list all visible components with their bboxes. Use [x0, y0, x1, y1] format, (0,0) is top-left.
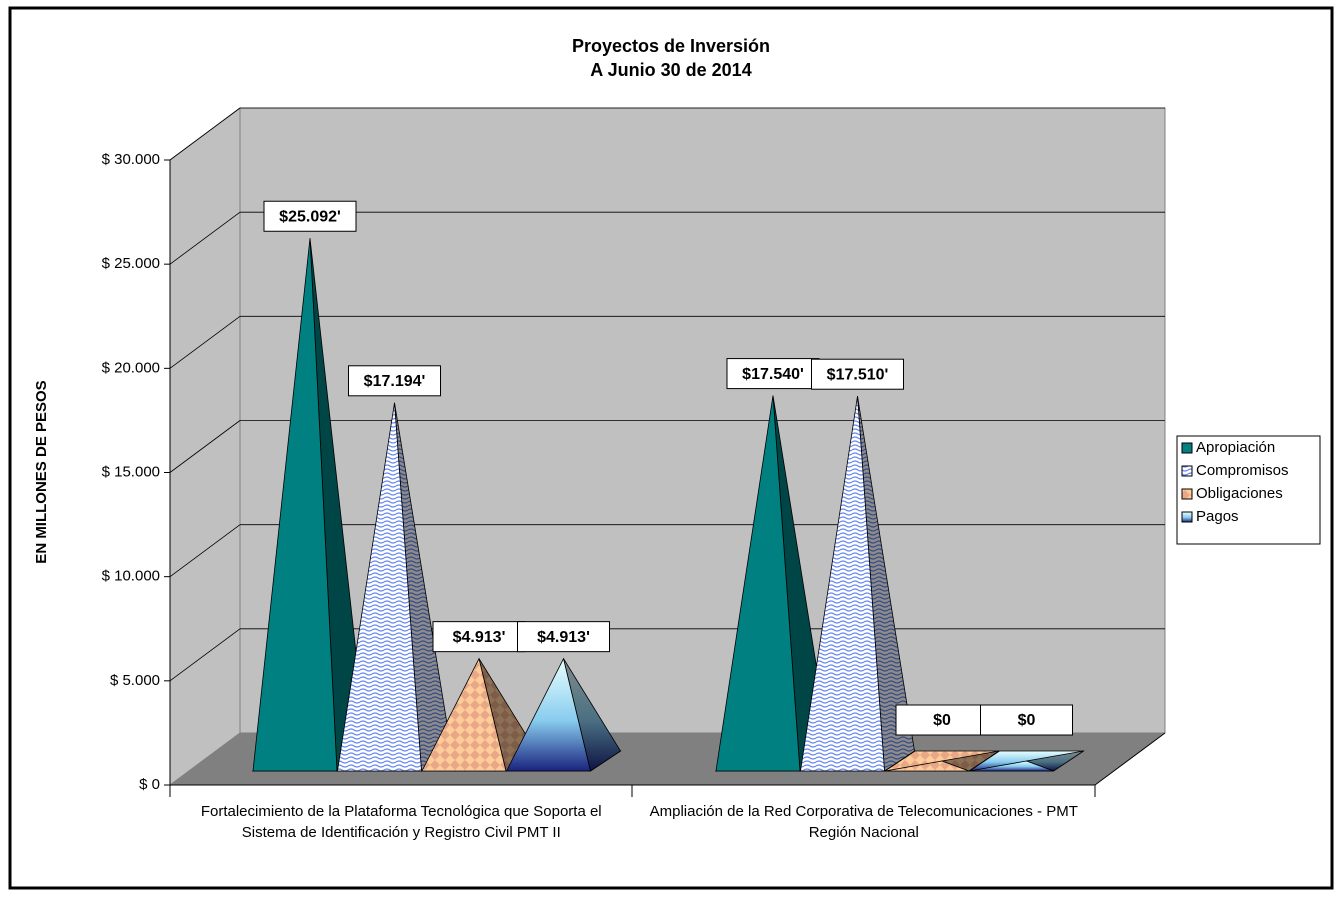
y-tick-label: $ 10.000	[102, 568, 160, 585]
data-label: $25.092'	[279, 208, 341, 225]
pyramid	[420, 657, 538, 772]
pyramid-side-shade	[857, 396, 915, 771]
legend-label: Obligaciones	[1196, 485, 1283, 502]
pyramid-side-shade	[310, 238, 367, 771]
data-label: $4.913'	[453, 629, 506, 646]
y-tick-label: $ 20.000	[102, 359, 160, 376]
data-label-box	[726, 358, 820, 390]
y-tick-label: $ 5.000	[110, 672, 160, 689]
grid-line	[169, 420, 241, 473]
data-label: $0	[1018, 712, 1036, 729]
y-axis-label: EN MILLONES DE PESOS	[33, 380, 50, 563]
pyramid	[505, 657, 622, 772]
x-tick-label: Fortalecimiento de la Plataforma Tecnoló…	[201, 803, 602, 841]
y-tick-label: $ 15.000	[102, 463, 160, 480]
data-label-box	[348, 365, 441, 397]
y-tick-label: $ 25.000	[102, 255, 160, 272]
data-label: $0	[933, 712, 951, 729]
x-tick-label: Ampliación de la Red Corporativa de Tele…	[650, 803, 1078, 841]
legend-label: Compromisos	[1196, 462, 1289, 479]
pyramid-front	[505, 657, 592, 772]
pyramid-front	[715, 395, 801, 772]
pyramid-front	[884, 760, 970, 772]
legend-swatch	[1181, 465, 1193, 477]
pyramid	[883, 750, 1001, 772]
pyramid	[336, 402, 453, 772]
y-tick-label: $ 30.000	[102, 151, 160, 168]
pyramid-front	[969, 760, 1054, 772]
data-label: $17.510'	[827, 366, 889, 383]
data-label: $17.194'	[364, 373, 426, 390]
grid-line	[169, 211, 241, 265]
pyramid-side-shade	[563, 658, 621, 771]
legend-swatch	[1181, 442, 1193, 454]
pyramid-front	[421, 657, 507, 772]
data-label-box	[432, 621, 526, 653]
pyramid	[968, 750, 1085, 772]
pyramid-front	[800, 396, 885, 772]
data-label-box	[517, 621, 610, 653]
chart-title: Proyectos de Inversión	[572, 36, 770, 56]
legend-label: Pagos	[1196, 508, 1239, 525]
pyramid	[251, 238, 369, 772]
data-label-box	[811, 358, 904, 390]
legend-label: Apropiación	[1196, 439, 1275, 456]
data-label-box	[263, 200, 357, 232]
grid-line	[169, 107, 241, 161]
legend	[1176, 435, 1321, 545]
pyramid-front	[337, 402, 422, 772]
data-label: $17.540'	[742, 366, 804, 383]
pyramid-side-shade	[394, 402, 452, 771]
y-tick-label: $ 0	[139, 776, 160, 793]
legend-swatch	[1181, 488, 1193, 500]
data-label: $4.913'	[537, 629, 590, 646]
chart-subtitle: A Junio 30 de 2014	[590, 60, 751, 80]
pyramid-front	[252, 238, 338, 772]
floor-edge	[1094, 732, 1166, 786]
legend-swatch	[1181, 511, 1193, 523]
data-label-box	[980, 704, 1073, 736]
grid-line	[169, 316, 241, 369]
grid-line	[169, 628, 241, 682]
grid-line	[169, 524, 241, 577]
